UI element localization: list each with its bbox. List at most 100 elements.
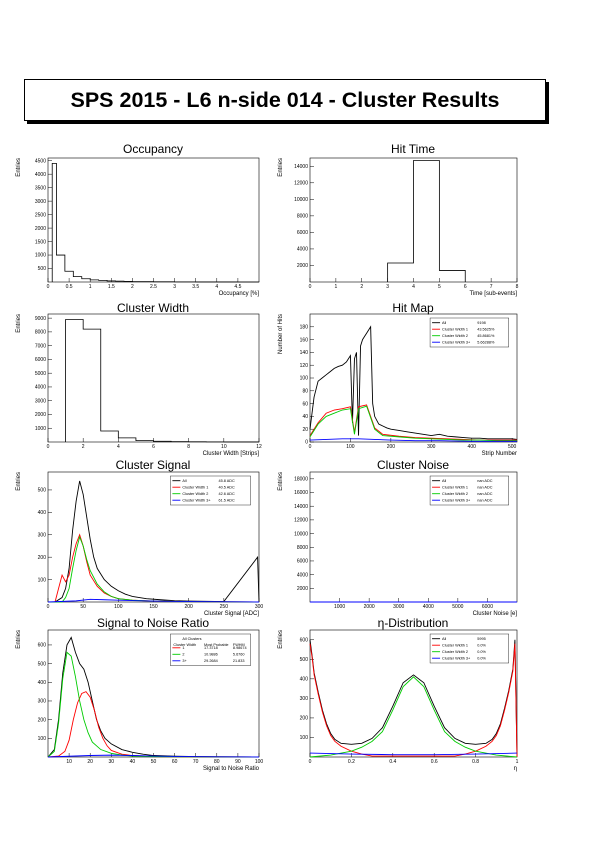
x-tick-label: 0 xyxy=(47,284,50,290)
x-tick-label: 90 xyxy=(235,759,241,765)
y-tick-label: 4000 xyxy=(297,572,308,578)
x-tick-label: 4000 xyxy=(423,604,434,610)
x-tick-label: 3000 xyxy=(393,604,404,610)
y-tick-label: 600 xyxy=(38,643,47,649)
y-axis-label: Number of Hits xyxy=(278,314,284,354)
x-tick-label: 0.2 xyxy=(348,759,355,765)
x-tick-label: 2 xyxy=(82,444,85,450)
y-tick-label: 1000 xyxy=(35,426,46,432)
chart-occupancy: Occupancy 0 0.5 1 1.5 2 2.5 3 3.5 4 4.5 500 1000 1500… xyxy=(16,142,260,297)
y-tick-label: 14000 xyxy=(294,164,308,170)
y-tick-label: 200 xyxy=(38,717,47,723)
series-all-line xyxy=(48,480,260,603)
x-tick-label: 0 xyxy=(47,604,50,610)
x-tick-label: 100 xyxy=(114,604,123,610)
chart-cluster-signal: Cluster Signal 0 50 100 150 200 250 300 100 200 30… xyxy=(16,458,263,617)
x-tick-label: 0.5 xyxy=(66,284,73,290)
x-tick-label: 300 xyxy=(427,444,436,450)
x-tick-label: 2.5 xyxy=(150,284,157,290)
y-axis-label: Entries xyxy=(16,630,22,649)
x-tick-label: 7 xyxy=(490,284,493,290)
y-tick-label: 12000 xyxy=(294,518,308,524)
x-tick-label: 60 xyxy=(172,759,178,765)
legend-value: 0.0% xyxy=(477,657,486,661)
y-tick-label: 8000 xyxy=(35,330,46,336)
x-tick-label: 6 xyxy=(152,444,155,450)
legend-value: 0.0% xyxy=(477,650,486,654)
plot-frame xyxy=(309,629,518,758)
y-tick-label: 0 xyxy=(305,440,308,446)
y-tick-label: 14000 xyxy=(294,504,308,510)
y-tick-label: 400 xyxy=(38,680,47,686)
y-tick-label: 3000 xyxy=(35,199,46,205)
chart-title: Occupancy xyxy=(123,142,183,156)
x-tick-label: 6 xyxy=(464,284,467,290)
y-tick-label: 8000 xyxy=(297,214,308,220)
series-cluster-width-3--line xyxy=(309,438,517,442)
legend-label: Cluster Width 3+ xyxy=(182,499,211,503)
x-tick-label: 4.5 xyxy=(234,284,241,290)
series-all-line xyxy=(309,325,518,440)
y-tick-label: 80 xyxy=(302,389,308,395)
x-tick-label: 5000 xyxy=(452,604,463,610)
y-tick-label: 200 xyxy=(38,555,47,561)
legend-label: Cluster Width 1 xyxy=(442,328,468,332)
legend-extra: 8.98674 xyxy=(233,646,247,650)
series-1-line xyxy=(47,691,260,758)
legend-value: 5995 xyxy=(477,637,485,641)
legend-header-col: Most Probable xyxy=(204,643,228,647)
legend-label: Cluster Width 3+ xyxy=(442,341,471,345)
plot-frame xyxy=(47,157,260,283)
legend-label: Cluster Width 2 xyxy=(182,492,208,496)
y-tick-label: 5000 xyxy=(35,371,46,377)
series-cluster-width-3--line xyxy=(309,752,518,756)
x-tick-label: 2 xyxy=(131,284,134,290)
y-tick-label: 20 xyxy=(302,427,308,433)
series-cluster-width-1-line xyxy=(309,643,518,758)
x-tick-label: 2 xyxy=(360,284,363,290)
x-tick-label: 0.4 xyxy=(389,759,396,765)
legend-label: All xyxy=(442,321,446,325)
y-tick-label: 1000 xyxy=(35,253,46,259)
legend-label: All xyxy=(442,479,446,483)
x-tick-label: 200 xyxy=(184,604,193,610)
y-tick-label: 4500 xyxy=(35,158,46,164)
legend-value: 43.5625% xyxy=(477,328,495,332)
legend-header-col: Cluster Width xyxy=(173,643,196,647)
x-axis-label: Cluster Width [Strips] xyxy=(203,451,260,457)
chart-title: Hit Map xyxy=(392,301,434,315)
series-2-line xyxy=(47,651,260,758)
chart-cluster-width: Cluster Width 0 2 4 6 8 10 12 1000 2000 3000 4000 50… xyxy=(16,301,262,457)
y-tick-label: 2000 xyxy=(35,412,46,418)
legend-header-title: All Clusters xyxy=(182,637,201,641)
x-axis-label: Strip Number xyxy=(482,451,517,457)
x-tick-label: 3.5 xyxy=(192,284,199,290)
x-tick-label: 30 xyxy=(109,759,115,765)
y-tick-label: 500 xyxy=(300,657,309,663)
x-tick-label: 3 xyxy=(173,284,176,290)
x-tick-label: 0 xyxy=(309,444,312,450)
legend-value: nan ADC xyxy=(477,492,492,496)
legend-extra: 21.833 xyxy=(233,659,245,663)
legend-value: 40.5 ADC xyxy=(218,486,235,490)
legend-label: Cluster Width 2 xyxy=(442,334,468,338)
x-tick-label: 2000 xyxy=(364,604,375,610)
x-tick-label: 0.8 xyxy=(472,759,479,765)
x-tick-label: 250 xyxy=(220,604,229,610)
series-3--line xyxy=(47,754,260,758)
x-tick-label: 80 xyxy=(214,759,220,765)
chart-title: Cluster Width xyxy=(117,301,189,315)
y-tick-label: 10000 xyxy=(294,197,308,203)
series-cluster-width-1-line xyxy=(48,533,260,603)
series-cluster-width-3--line xyxy=(47,598,260,603)
x-tick-label: 3 xyxy=(386,284,389,290)
x-axis-label: Time [sub-events] xyxy=(470,291,518,297)
x-tick-label: 0 xyxy=(309,284,312,290)
y-tick-label: 40 xyxy=(302,414,308,420)
y-tick-label: 60 xyxy=(302,401,308,407)
y-tick-label: 2000 xyxy=(297,263,308,269)
series-main-line xyxy=(387,160,466,282)
legend-value: 5.66288% xyxy=(477,341,495,345)
y-tick-label: 4000 xyxy=(297,247,308,253)
